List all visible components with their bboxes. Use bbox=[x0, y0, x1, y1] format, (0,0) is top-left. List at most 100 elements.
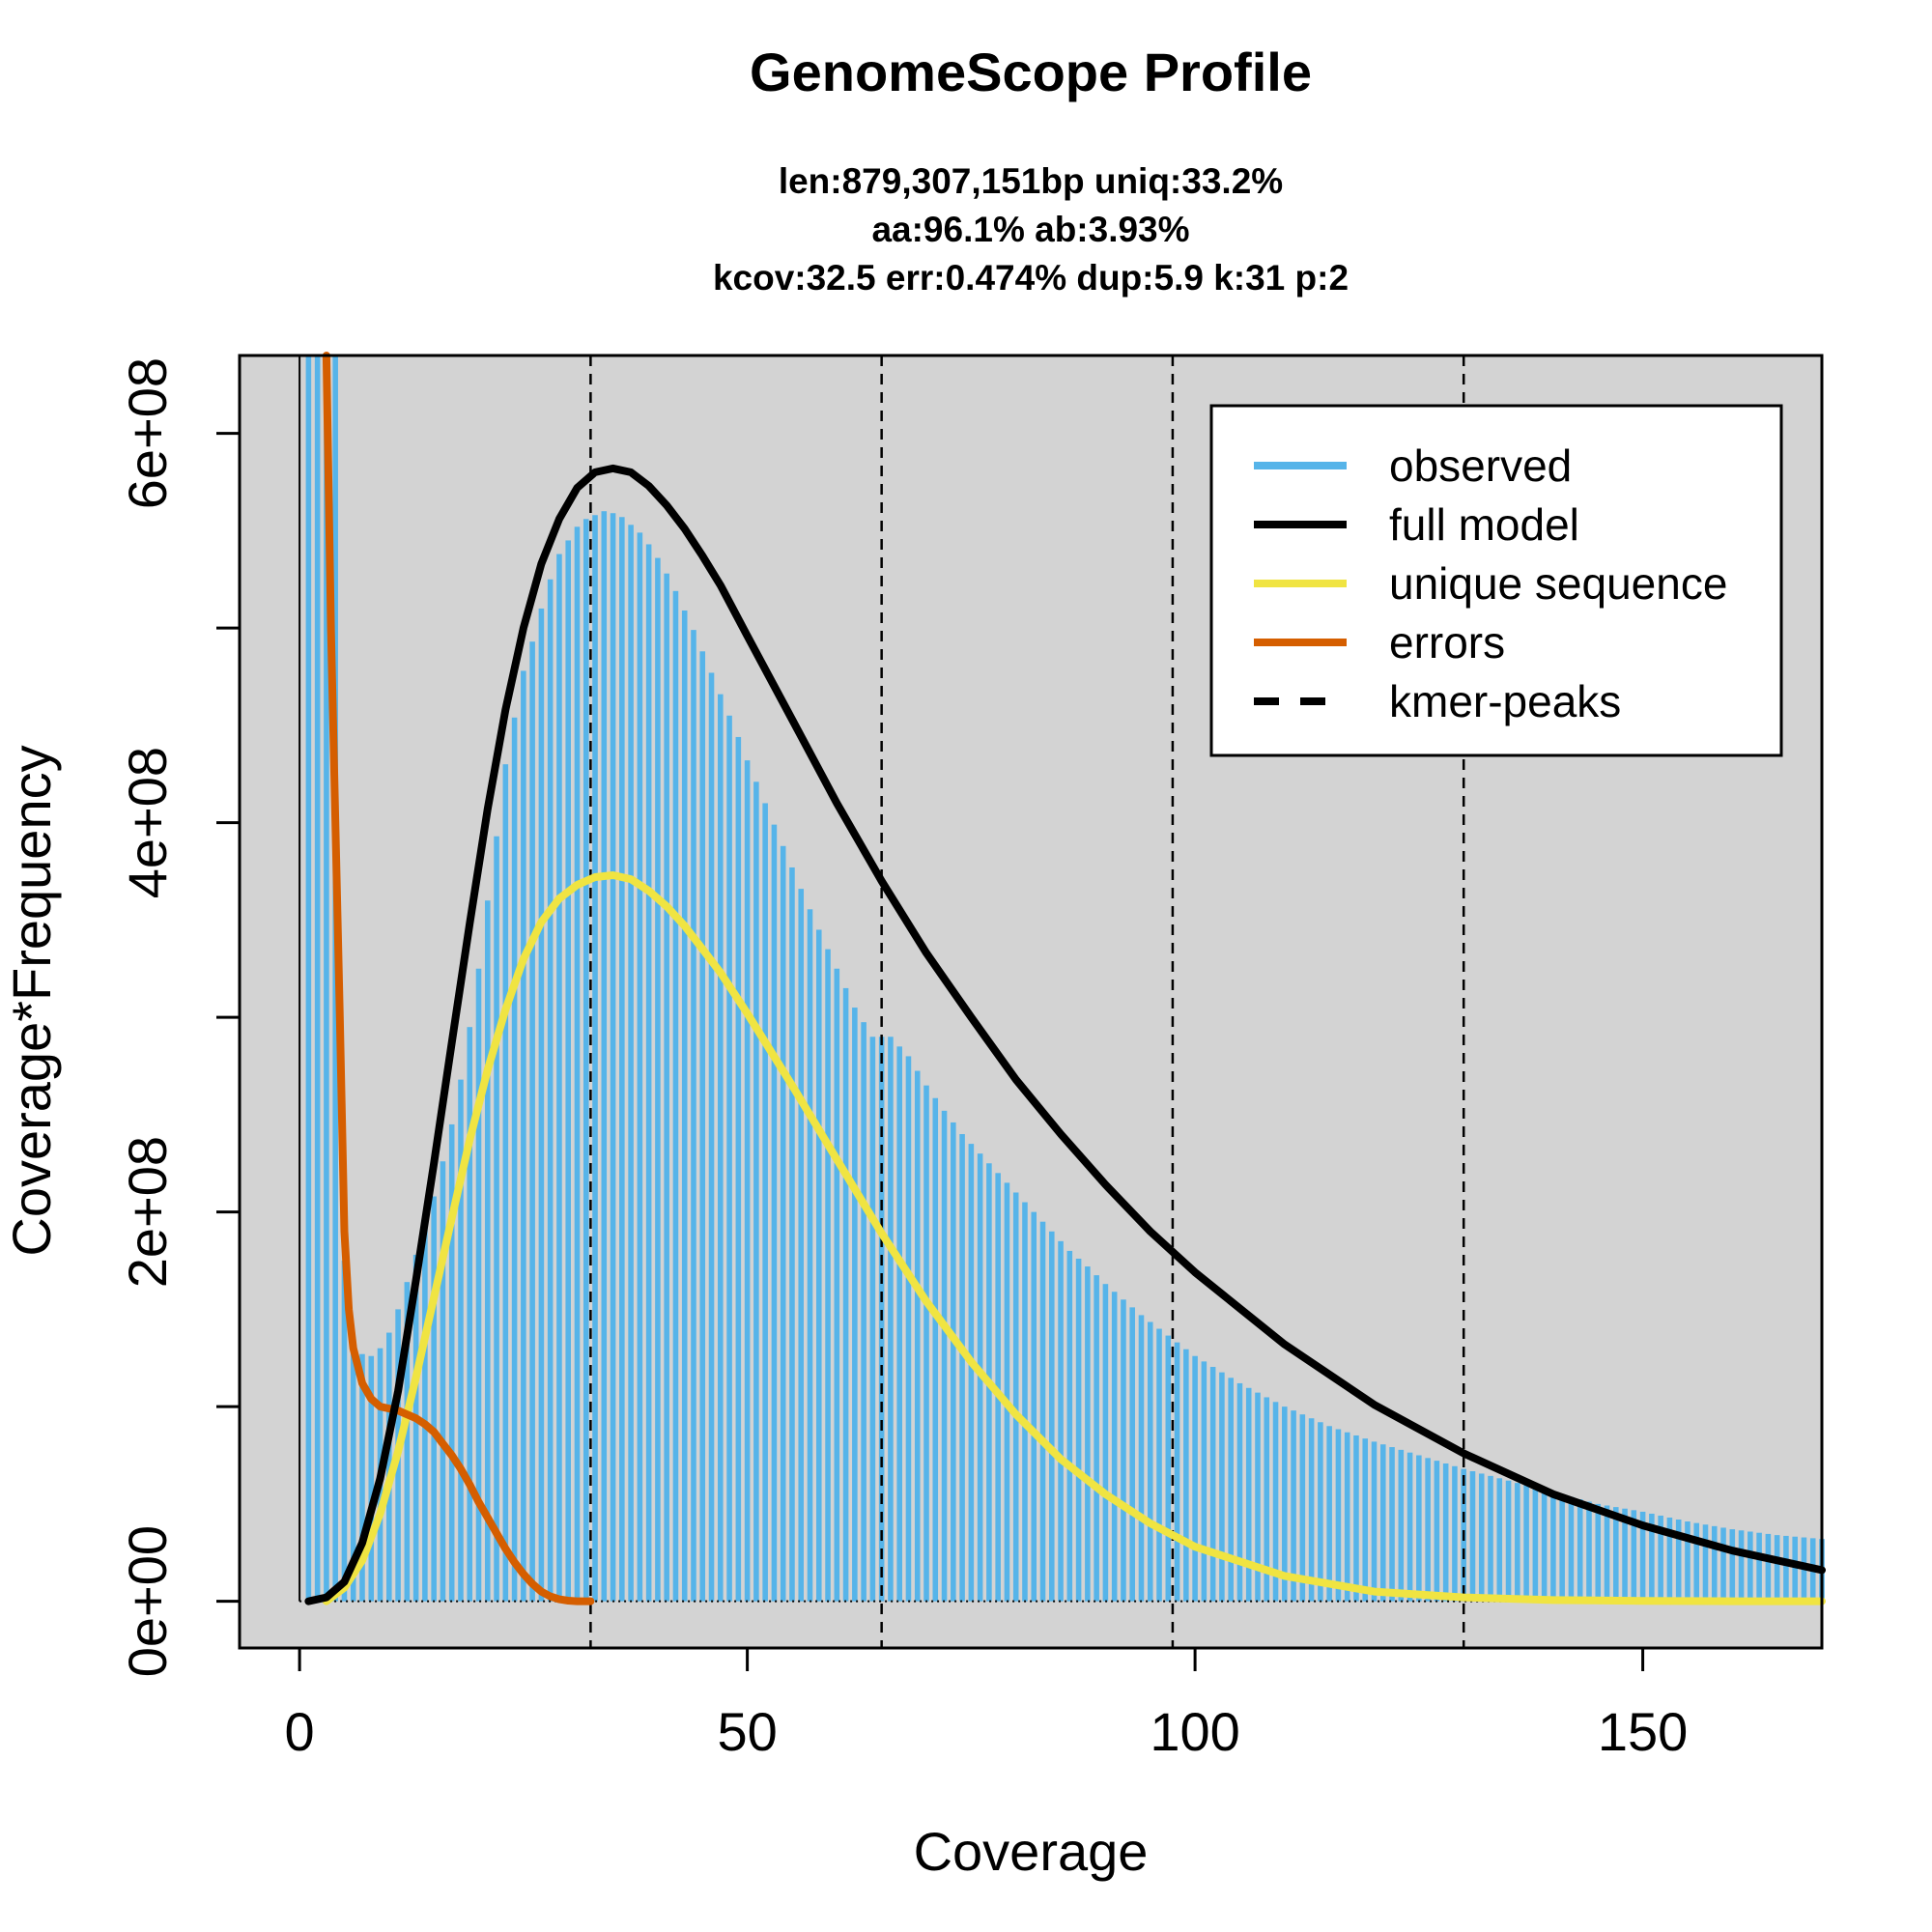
observed-bar bbox=[1236, 1382, 1243, 1602]
observed-bar bbox=[1425, 1458, 1431, 1602]
observed-bar bbox=[951, 1122, 956, 1602]
observed-bar bbox=[681, 610, 688, 1602]
observed-bar bbox=[1488, 1475, 1493, 1602]
observed-bar bbox=[1012, 1192, 1019, 1602]
observed-bar bbox=[1738, 1530, 1745, 1602]
observed-bar bbox=[932, 1097, 939, 1602]
legend-label: errors bbox=[1389, 617, 1505, 668]
observed-bar bbox=[941, 1110, 948, 1602]
y-tick-label: 2e+08 bbox=[117, 1136, 178, 1288]
chart-subtitle-line-2: aa:96.1% ab:3.93% bbox=[871, 210, 1189, 249]
observed-bar bbox=[1156, 1328, 1162, 1602]
observed-bar bbox=[1138, 1315, 1145, 1602]
observed-bar bbox=[1442, 1463, 1449, 1602]
observed-bar bbox=[1299, 1414, 1306, 1602]
chart-subtitle-line-3: kcov:32.5 err:0.474% dup:5.9 k:31 p:2 bbox=[713, 258, 1349, 298]
observed-bar bbox=[1264, 1397, 1270, 1602]
observed-bar bbox=[341, 1261, 348, 1602]
observed-bar bbox=[628, 525, 634, 1602]
observed-bar bbox=[842, 987, 849, 1602]
observed-bar bbox=[1192, 1355, 1198, 1602]
observed-bar bbox=[1595, 1503, 1602, 1602]
model-curves bbox=[304, 352, 1826, 1605]
observed-bar bbox=[1066, 1250, 1073, 1602]
observed-bar bbox=[753, 781, 759, 1602]
observed-bar bbox=[1452, 1465, 1458, 1602]
observed-bar bbox=[1434, 1461, 1440, 1602]
observed-bar bbox=[789, 867, 795, 1602]
legend-label: unique sequence bbox=[1389, 558, 1727, 609]
observed-bar bbox=[1693, 1522, 1700, 1602]
observed-bar bbox=[1362, 1438, 1369, 1602]
observed-bar bbox=[1559, 1494, 1565, 1602]
observed-bar bbox=[1121, 1299, 1126, 1602]
observed-bar bbox=[368, 1355, 375, 1602]
full-model-curve bbox=[304, 464, 1826, 1605]
observed-bar bbox=[1058, 1240, 1064, 1602]
observed-bar bbox=[1049, 1231, 1055, 1602]
observed-bar bbox=[1729, 1529, 1736, 1602]
observed-bar bbox=[1639, 1511, 1646, 1602]
observed-bar bbox=[1219, 1372, 1225, 1602]
observed-bar bbox=[852, 1008, 858, 1602]
observed-bar bbox=[404, 1282, 411, 1602]
legend-label: kmer-peaks bbox=[1389, 676, 1621, 726]
observed-bar bbox=[1515, 1483, 1520, 1602]
observed-bar bbox=[888, 1037, 894, 1602]
legend: observed full model unique sequence errors k… bbox=[1209, 404, 1783, 757]
observed-bar bbox=[1622, 1508, 1628, 1602]
observed-bar bbox=[440, 1161, 446, 1602]
observed-bar bbox=[664, 573, 669, 1602]
observed-bar bbox=[1255, 1392, 1261, 1602]
observed-bar bbox=[1658, 1515, 1663, 1602]
observed-bar bbox=[1406, 1452, 1413, 1602]
observed-bar bbox=[619, 517, 625, 1602]
observed-bar bbox=[1308, 1418, 1315, 1602]
observed-bar bbox=[815, 929, 822, 1602]
observed-bar bbox=[1720, 1527, 1726, 1602]
observed-bar bbox=[314, 355, 321, 1602]
observed-bar bbox=[825, 949, 831, 1602]
x-tick-label: 150 bbox=[1598, 1701, 1688, 1762]
x-axis: 0 50 100 150 bbox=[285, 1646, 1688, 1762]
observed-bar bbox=[1604, 1505, 1610, 1602]
observed-bar bbox=[538, 608, 545, 1602]
observed-bar bbox=[1075, 1258, 1082, 1602]
observed-bar bbox=[1416, 1455, 1422, 1602]
x-tick-label: 0 bbox=[285, 1701, 315, 1762]
observed-bar bbox=[1165, 1335, 1172, 1602]
legend-label: full model bbox=[1389, 499, 1579, 550]
observed-bar bbox=[1228, 1378, 1234, 1602]
observed-bar bbox=[968, 1144, 975, 1602]
chart-title: GenomeScope Profile bbox=[750, 42, 1312, 102]
observed-bar bbox=[1747, 1531, 1753, 1602]
observed-bar bbox=[1102, 1284, 1109, 1602]
observed-bar bbox=[547, 579, 554, 1602]
observed-bar bbox=[1201, 1361, 1208, 1602]
observed-bar bbox=[834, 968, 840, 1602]
observed-bar bbox=[699, 651, 706, 1602]
observed-bar bbox=[511, 717, 518, 1602]
observed-bar bbox=[735, 736, 742, 1602]
observed-bar bbox=[861, 1022, 867, 1602]
observed-bar bbox=[1085, 1266, 1091, 1602]
observed-bar bbox=[1398, 1449, 1405, 1602]
observed-bar bbox=[359, 1353, 365, 1602]
observed-bar bbox=[1004, 1182, 1010, 1602]
observed-bar bbox=[923, 1085, 929, 1602]
observed-bar bbox=[1550, 1492, 1556, 1602]
observed-bar bbox=[914, 1070, 921, 1602]
observed-bar bbox=[1094, 1275, 1099, 1602]
observed-bar bbox=[1371, 1441, 1378, 1602]
y-axis-label: Coverage*Frequency bbox=[1, 745, 62, 1256]
observed-bar bbox=[1291, 1410, 1296, 1602]
observed-bar bbox=[1783, 1535, 1789, 1602]
observed-bar bbox=[350, 1338, 356, 1602]
kmer-peak-lines bbox=[589, 355, 1465, 1648]
observed-bar bbox=[1031, 1211, 1037, 1602]
legend-label: observed bbox=[1389, 440, 1572, 491]
observed-bar bbox=[1702, 1524, 1709, 1602]
observed-bar bbox=[1649, 1513, 1655, 1602]
observed-bar bbox=[1711, 1525, 1718, 1602]
